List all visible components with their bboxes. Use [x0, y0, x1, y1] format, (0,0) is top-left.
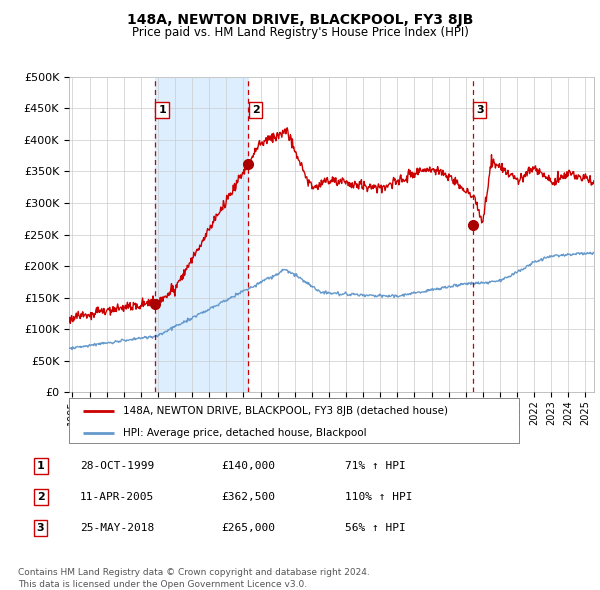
- Text: £362,500: £362,500: [221, 492, 275, 502]
- Text: £265,000: £265,000: [221, 523, 275, 533]
- Text: 56% ↑ HPI: 56% ↑ HPI: [345, 523, 406, 533]
- Text: 2: 2: [251, 105, 259, 115]
- Text: 28-OCT-1999: 28-OCT-1999: [80, 461, 154, 471]
- Text: 11-APR-2005: 11-APR-2005: [80, 492, 154, 502]
- Text: 110% ↑ HPI: 110% ↑ HPI: [345, 492, 413, 502]
- Text: 148A, NEWTON DRIVE, BLACKPOOL, FY3 8JB: 148A, NEWTON DRIVE, BLACKPOOL, FY3 8JB: [127, 13, 473, 27]
- Text: 3: 3: [37, 523, 44, 533]
- Text: Contains HM Land Registry data © Crown copyright and database right 2024.
This d: Contains HM Land Registry data © Crown c…: [18, 568, 370, 589]
- Text: 25-MAY-2018: 25-MAY-2018: [80, 523, 154, 533]
- Text: HPI: Average price, detached house, Blackpool: HPI: Average price, detached house, Blac…: [123, 428, 367, 438]
- Text: 71% ↑ HPI: 71% ↑ HPI: [345, 461, 406, 471]
- Text: Price paid vs. HM Land Registry's House Price Index (HPI): Price paid vs. HM Land Registry's House …: [131, 26, 469, 39]
- Bar: [155, 77, 248, 392]
- Text: £140,000: £140,000: [221, 461, 275, 471]
- Text: 2: 2: [37, 492, 44, 502]
- Text: 148A, NEWTON DRIVE, BLACKPOOL, FY3 8JB (detached house): 148A, NEWTON DRIVE, BLACKPOOL, FY3 8JB (…: [123, 406, 448, 415]
- Text: 3: 3: [476, 105, 484, 115]
- Text: 1: 1: [37, 461, 44, 471]
- Text: 1: 1: [158, 105, 166, 115]
